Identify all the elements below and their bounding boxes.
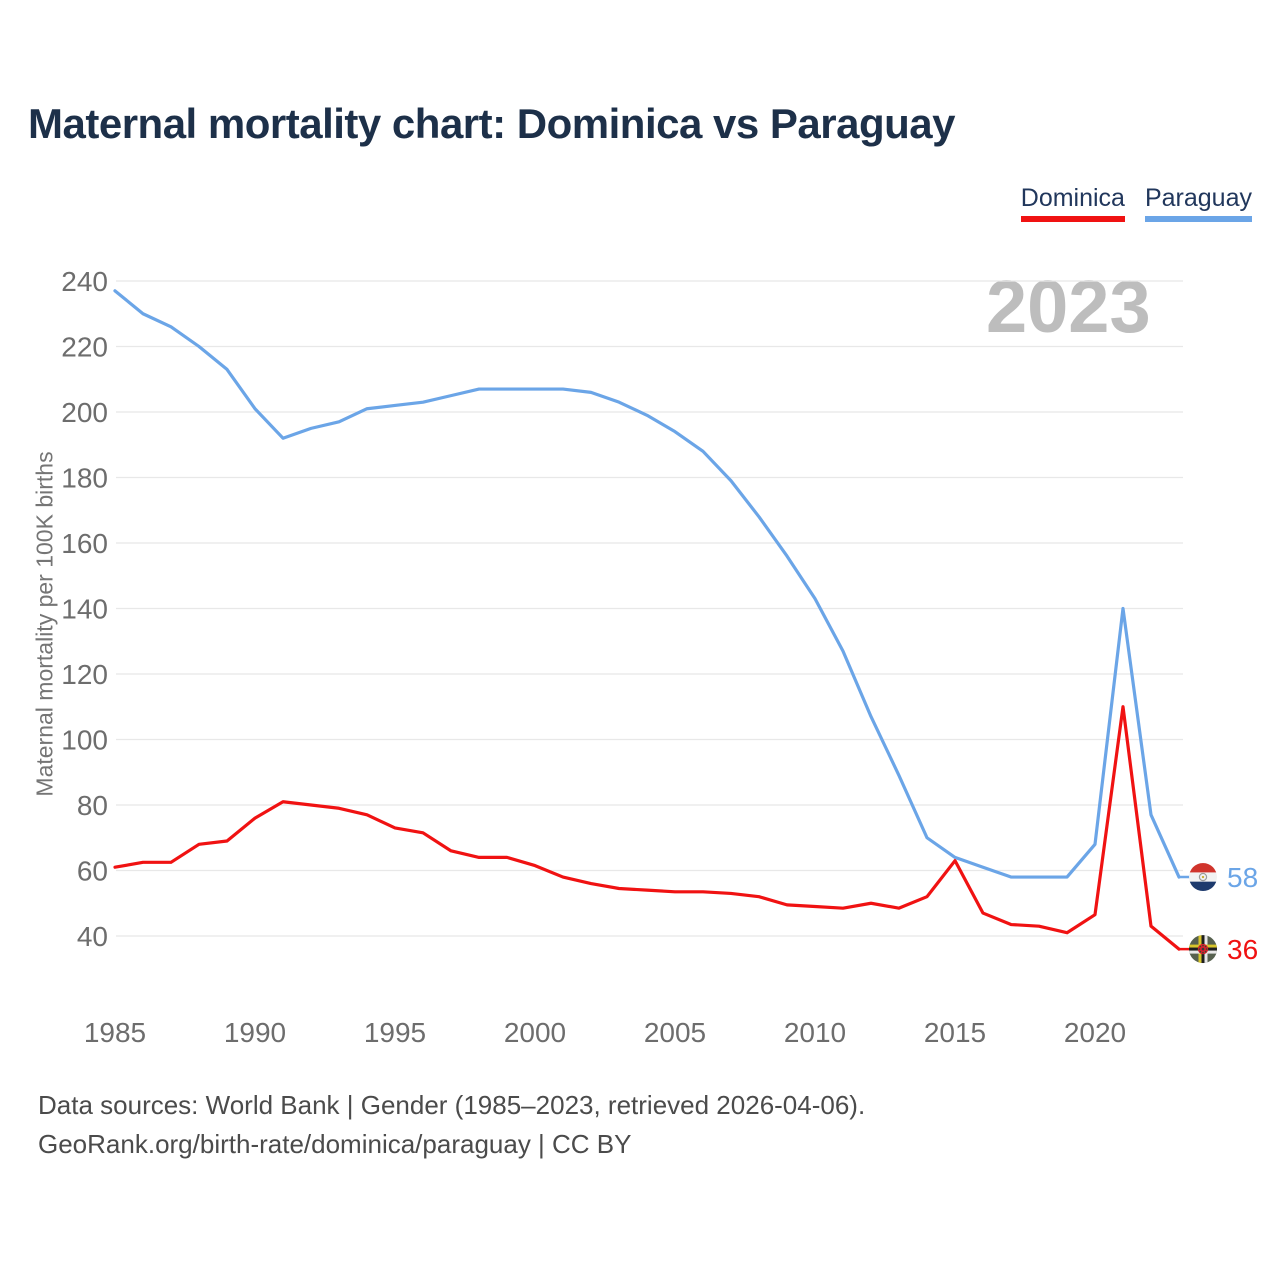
y-tick-label: 40 bbox=[77, 921, 108, 952]
y-tick-label: 80 bbox=[77, 790, 108, 821]
footer-line-2: GeoRank.org/birth-rate/dominica/paraguay… bbox=[38, 1129, 632, 1159]
y-tick-label: 140 bbox=[61, 594, 108, 625]
x-tick-label: 2000 bbox=[504, 1017, 566, 1048]
y-tick-label: 120 bbox=[61, 659, 108, 690]
y-tick-label: 100 bbox=[61, 725, 108, 756]
page-title: Maternal mortality chart: Dominica vs Pa… bbox=[28, 100, 955, 147]
dominica-end-value: 36 bbox=[1227, 934, 1258, 965]
y-tick-label: 200 bbox=[61, 397, 108, 428]
x-tick-label: 2015 bbox=[924, 1017, 986, 1048]
footer-line-1: Data sources: World Bank | Gender (1985–… bbox=[38, 1090, 866, 1120]
paraguay-flag-icon bbox=[1189, 863, 1217, 892]
y-tick-label: 220 bbox=[61, 332, 108, 363]
legend-item-paraguay[interactable]: Paraguay bbox=[1144, 184, 1252, 222]
y-tick-label: 60 bbox=[77, 856, 108, 887]
watermark-year: 2023 bbox=[986, 265, 1151, 348]
paraguay-line bbox=[113, 289, 1181, 879]
legend-item-dominica[interactable]: Dominica bbox=[1020, 184, 1125, 222]
dominica-line bbox=[113, 705, 1181, 951]
y-tick-labels: 40 60 80 100 120 140 160 180 200 220 240 bbox=[61, 266, 108, 952]
paraguay-end-value: 58 bbox=[1227, 862, 1258, 893]
footer: Data sources: World Bank | Gender (1985–… bbox=[38, 1086, 865, 1164]
gridlines bbox=[116, 280, 1183, 937]
x-tick-label: 1990 bbox=[224, 1017, 286, 1048]
y-tick-label: 180 bbox=[61, 463, 108, 494]
x-tick-label: 1985 bbox=[84, 1017, 146, 1048]
dominica-flag-icon bbox=[1189, 935, 1217, 964]
x-tick-label: 1995 bbox=[364, 1017, 426, 1048]
y-tick-label: 160 bbox=[61, 528, 108, 559]
legend: Dominica Paraguay bbox=[1020, 184, 1252, 222]
y-tick-label: 240 bbox=[61, 266, 108, 297]
x-tick-label: 2005 bbox=[644, 1017, 706, 1048]
x-tick-label: 2010 bbox=[784, 1017, 846, 1048]
x-tick-labels: 1985 1990 1995 2000 2005 2010 2015 2020 bbox=[84, 1017, 1126, 1048]
x-tick-label: 2020 bbox=[1064, 1017, 1126, 1048]
